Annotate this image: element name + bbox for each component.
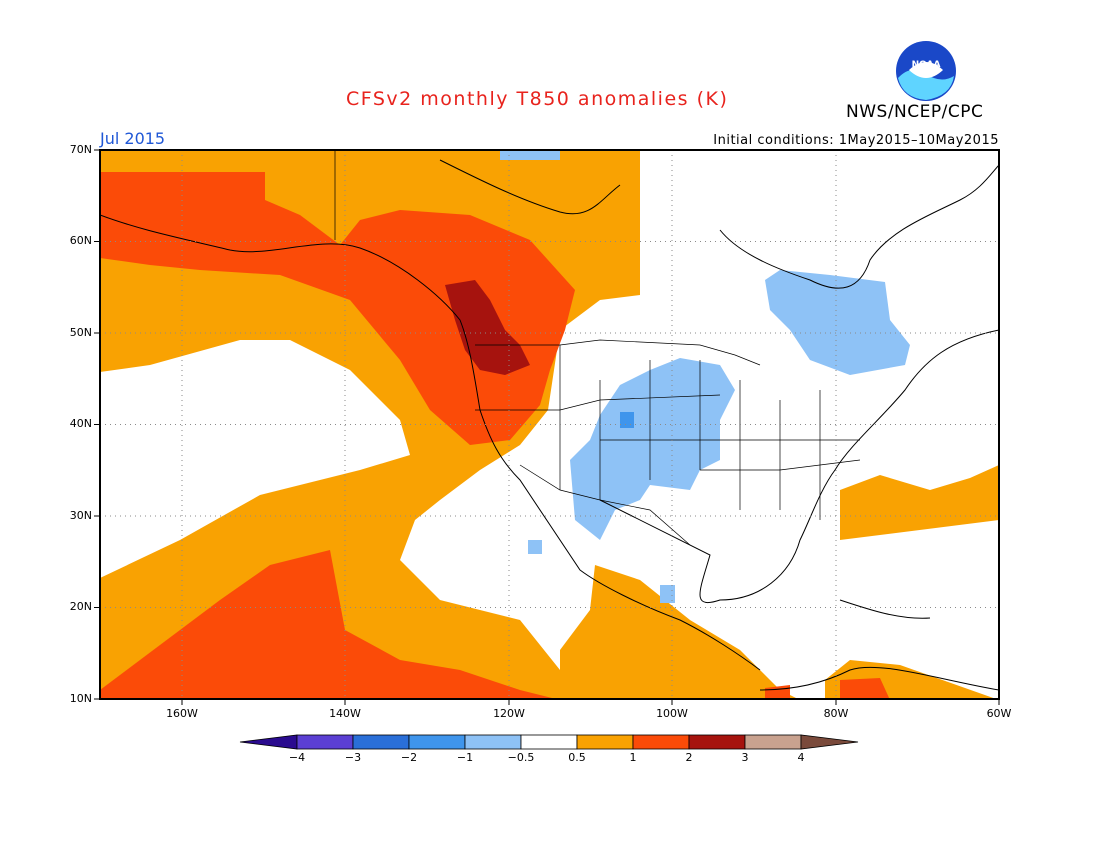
colorbar-tick-label: 3	[741, 751, 749, 764]
anomaly-orange-north-pacific	[100, 150, 752, 699]
colorbar-bin	[352, 734, 410, 750]
anomaly-blue-gulf-patch	[660, 585, 675, 603]
lon-label: 60W	[986, 707, 1012, 720]
axis-ticks	[94, 149, 1000, 705]
colorbar-tick-label: 2	[685, 751, 693, 764]
lat-label: 70N	[69, 143, 92, 156]
anomaly-blue-mexico-patch	[528, 540, 542, 554]
anomaly-orange-central-america	[560, 565, 798, 699]
colorbar	[239, 734, 859, 750]
colorbar-tick-label: 0.5	[568, 751, 586, 764]
colorbar-bin	[632, 734, 690, 750]
colorbar-tick-label: −2	[400, 751, 418, 764]
valid-period: Jul 2015	[100, 129, 166, 148]
lat-label: 60N	[69, 234, 92, 247]
initial-conditions: Initial conditions: 1May2015–10May2015	[713, 133, 999, 148]
political-borders	[334, 150, 861, 546]
coastlines	[100, 159, 999, 691]
colorbar-tick-label: −1	[456, 751, 474, 764]
colorbar-tick-label: −4	[288, 751, 306, 764]
lon-label: 80W	[823, 707, 849, 720]
lon-label: 160W	[166, 707, 198, 720]
anomaly-blue-arctic	[500, 150, 560, 160]
colorbar-tick-label: 4	[797, 751, 805, 764]
anomaly-blue-hudson-bay	[765, 270, 910, 375]
colorbar-bin	[576, 734, 634, 750]
lon-label: 140W	[329, 707, 361, 720]
colorbar-arrow-high	[800, 734, 859, 750]
colorbar-bin	[744, 734, 802, 750]
lat-label: 20N	[69, 600, 92, 613]
colorbar-bin	[520, 734, 578, 750]
anomaly-red-colombia	[840, 678, 890, 699]
anomaly-blue-colorado-core	[620, 412, 634, 428]
lon-label: 120W	[493, 707, 525, 720]
noaa-logo: NOAA	[895, 40, 957, 102]
colorbar-bin	[688, 734, 746, 750]
anomaly-red-subtropical-pacific	[100, 550, 556, 699]
colorbar-bin	[408, 734, 466, 750]
anomaly-fields	[100, 150, 999, 699]
colorbar-arrow-low	[239, 734, 298, 750]
lon-label: 100W	[656, 707, 688, 720]
colorbar-bin	[464, 734, 522, 750]
colorbar-tick-label: 1	[629, 751, 637, 764]
anomaly-orange-atlantic	[840, 465, 999, 540]
colorbar-tick-label: −0.5	[507, 751, 535, 764]
lat-label: 30N	[69, 509, 92, 522]
anomaly-red-alaska	[100, 172, 575, 445]
anomaly-blue-plains	[570, 358, 735, 540]
lat-label: 10N	[69, 692, 92, 705]
svg-text:NOAA: NOAA	[912, 60, 941, 70]
lat-label: 40N	[69, 417, 92, 430]
organization-label: NWS/NCEP/CPC	[846, 102, 984, 122]
anomaly-darkred-pacific-northwest	[445, 280, 530, 375]
lat-label: 50N	[69, 326, 92, 339]
colorbar-bin	[296, 734, 354, 750]
colorbar-tick-label: −3	[344, 751, 362, 764]
map-title: CFSv2 monthly T850 anomalies (K)	[346, 88, 729, 110]
